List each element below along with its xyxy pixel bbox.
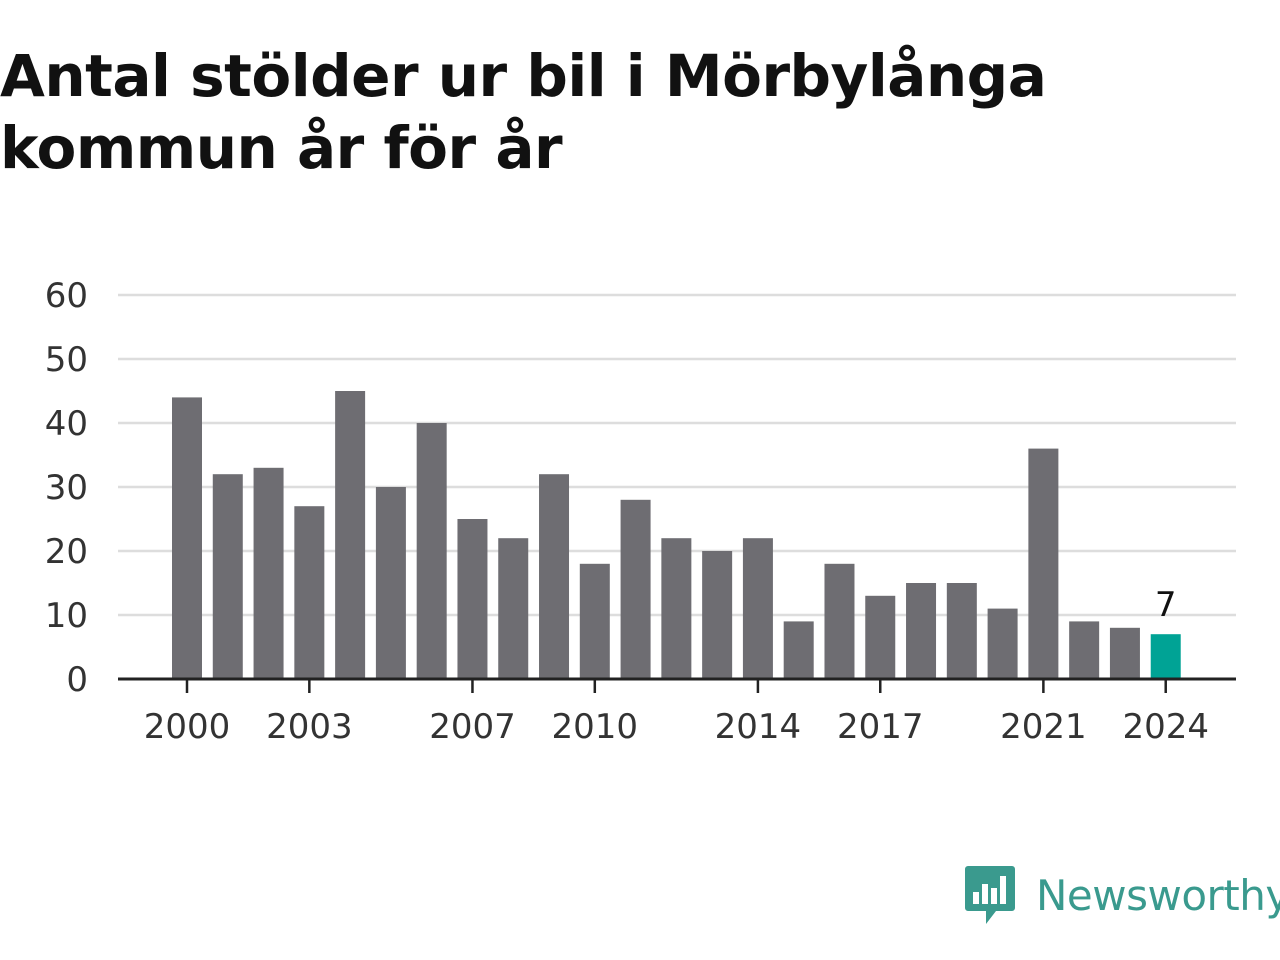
bars bbox=[172, 391, 1181, 679]
bar-2016 bbox=[824, 563, 855, 679]
chart-title: Antal stölder ur bil i Mörbylånga kommun… bbox=[0, 42, 1047, 182]
brand-logo: Newsworthy bbox=[964, 862, 1280, 928]
bar-2002 bbox=[253, 467, 284, 679]
x-tick-label-2024: 2024 bbox=[1122, 707, 1209, 747]
newsworthy-logo-icon bbox=[965, 866, 1015, 924]
y-tick-label-40: 40 bbox=[45, 404, 88, 444]
x-tick-label-2017: 2017 bbox=[837, 707, 924, 747]
brand-name: Newsworthy bbox=[1036, 870, 1280, 920]
y-tick-label-10: 10 bbox=[45, 596, 88, 636]
bar-2006 bbox=[416, 423, 447, 679]
bar-2020 bbox=[987, 608, 1018, 679]
y-tick-label-60: 60 bbox=[45, 276, 88, 316]
x-tick-label-2010: 2010 bbox=[552, 707, 639, 747]
bar-2012 bbox=[661, 538, 692, 679]
x-tick-label-2003: 2003 bbox=[266, 707, 353, 747]
bar-2013 bbox=[702, 551, 733, 679]
bar-2014 bbox=[742, 538, 773, 679]
x-axis-ticks bbox=[185, 679, 1167, 693]
y-axis-labels: 0 10 20 30 40 50 60 bbox=[45, 276, 88, 700]
bar-2008 bbox=[498, 538, 529, 679]
bar-2021 bbox=[1028, 448, 1059, 679]
bar-2007 bbox=[457, 519, 488, 679]
bar-2019 bbox=[946, 583, 977, 679]
bar-2018 bbox=[906, 583, 937, 679]
bar-2004 bbox=[335, 391, 366, 679]
x-tick-label-2007: 2007 bbox=[429, 707, 516, 747]
data-label-2024: 7 bbox=[1155, 585, 1177, 625]
y-tick-label-20: 20 bbox=[45, 532, 88, 572]
bar-2010 bbox=[579, 563, 610, 679]
bar-2005 bbox=[375, 487, 406, 679]
bar-2003 bbox=[294, 506, 325, 679]
bar-2015 bbox=[783, 621, 814, 679]
bar-2024 bbox=[1150, 634, 1181, 679]
x-tick-label-2021: 2021 bbox=[1000, 707, 1087, 747]
y-tick-label-50: 50 bbox=[45, 340, 88, 380]
bar-2023 bbox=[1109, 627, 1140, 679]
x-axis-labels: 2000 2003 2007 2010 2014 2017 2021 2024 bbox=[144, 707, 1209, 747]
x-tick-label-2000: 2000 bbox=[144, 707, 231, 747]
bar-2011 bbox=[620, 499, 651, 679]
bar-2022 bbox=[1069, 621, 1100, 679]
bar-2009 bbox=[539, 474, 570, 679]
bar-2000 bbox=[172, 397, 202, 679]
y-tick-label-30: 30 bbox=[45, 468, 88, 508]
x-tick-label-2014: 2014 bbox=[715, 707, 802, 747]
y-tick-label-0: 0 bbox=[66, 660, 88, 700]
bar-2017 bbox=[865, 595, 896, 679]
bar-2001 bbox=[212, 474, 243, 679]
annotations: 7 bbox=[1155, 585, 1177, 625]
